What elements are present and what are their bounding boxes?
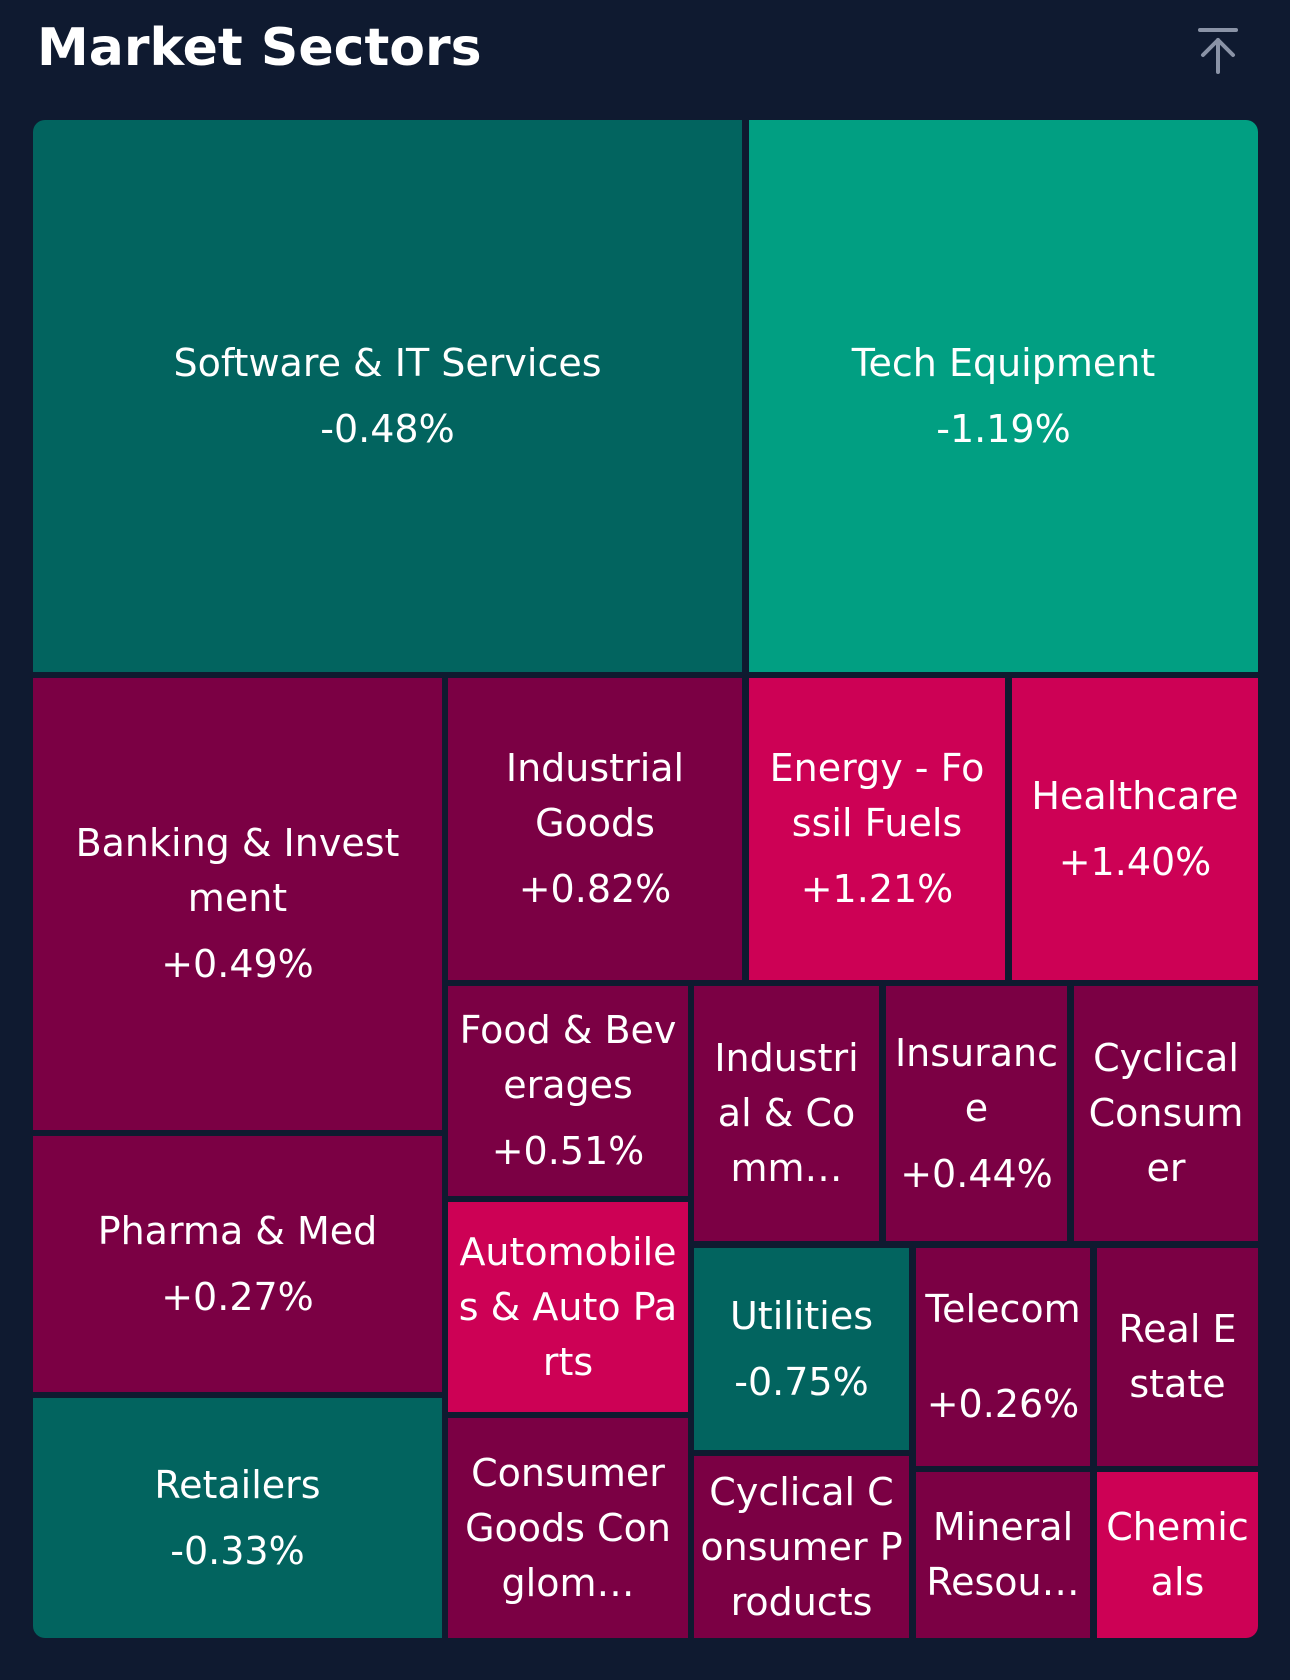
tile-tech-equipment[interactable]: Tech Equipment -1.19% xyxy=(749,120,1258,672)
tile-change: +0.26% xyxy=(926,1382,1080,1426)
tile-pharma-med[interactable]: Pharma & Med +0.27% xyxy=(33,1136,442,1392)
tile-healthcare[interactable]: Healthcare +1.40% xyxy=(1012,678,1258,980)
tile-consumer-goods-conglomerates[interactable]: Consumer Goods Conglom… xyxy=(448,1418,688,1638)
tile-label: Industrial Goods xyxy=(505,746,685,845)
tile-label: Retailers xyxy=(154,1462,321,1507)
tile-label: Mineral Resou… xyxy=(926,1505,1080,1604)
tile-change: -0.48% xyxy=(320,406,455,451)
tile-retailers[interactable]: Retailers -0.33% xyxy=(33,1398,442,1638)
tile-change: -0.75% xyxy=(734,1359,869,1404)
tile-label: Automobiles & Auto Parts xyxy=(458,1229,678,1384)
tile-label: Healthcare xyxy=(1031,773,1239,818)
tile-insurance[interactable]: Insurance +0.44% xyxy=(886,986,1067,1241)
tile-chemicals[interactable]: Chemicals xyxy=(1097,1472,1258,1638)
tile-label: Insurance xyxy=(894,1030,1059,1130)
tile-change: +1.40% xyxy=(1058,839,1212,884)
tile-change: +0.82% xyxy=(518,867,672,911)
tile-label: Software & IT Services xyxy=(173,340,602,385)
tile-change: -0.33% xyxy=(170,1528,305,1573)
tile-label: Industrial & Comm… xyxy=(714,1036,859,1190)
page-title: Market Sectors xyxy=(37,18,482,78)
tile-telecom[interactable]: Telecom +0.26% xyxy=(916,1248,1090,1466)
tile-automobiles-auto-parts[interactable]: Automobiles & Auto Parts xyxy=(448,1202,688,1412)
arrow-up-to-top-icon xyxy=(1198,28,1238,74)
tile-change: +0.44% xyxy=(900,1151,1053,1196)
tile-label: Chemicals xyxy=(1106,1505,1249,1604)
tile-label: Consumer Goods Conglom… xyxy=(465,1450,671,1605)
tile-label: Banking & Investment xyxy=(75,821,400,920)
tile-software-it-services[interactable]: Software & IT Services -0.48% xyxy=(33,120,742,672)
tile-label: Energy - Fossil Fuels xyxy=(769,746,985,845)
scroll-to-top-button[interactable] xyxy=(1192,22,1244,78)
tile-industrial-goods[interactable]: Industrial Goods +0.82% xyxy=(448,678,742,980)
tile-label: Food & Beverages xyxy=(459,1008,677,1107)
tile-real-estate[interactable]: Real Estate xyxy=(1097,1248,1258,1466)
header: Market Sectors xyxy=(0,0,1290,112)
tile-label: Cyclical Consumer Products xyxy=(700,1469,903,1624)
tile-change: -1.19% xyxy=(936,406,1071,451)
tile-utilities[interactable]: Utilities -0.75% xyxy=(694,1248,909,1450)
tile-label: Telecom xyxy=(925,1287,1081,1331)
tile-label: Tech Equipment xyxy=(851,340,1156,385)
tile-label: Utilities xyxy=(729,1293,874,1338)
tile-banking-investment[interactable]: Banking & Investment +0.49% xyxy=(33,678,442,1130)
tile-cyclical-consumer[interactable]: Cyclical Consumer xyxy=(1074,986,1258,1241)
tile-label: Real Estate xyxy=(1118,1307,1237,1406)
tile-change: +1.21% xyxy=(800,867,954,911)
tile-cyclical-consumer-products[interactable]: Cyclical Consumer Products xyxy=(694,1456,909,1638)
tile-change: +0.51% xyxy=(491,1129,645,1173)
tile-change: +0.49% xyxy=(161,942,314,986)
tile-food-beverages[interactable]: Food & Beverages +0.51% xyxy=(448,986,688,1196)
tile-mineral-resources[interactable]: Mineral Resou… xyxy=(916,1472,1090,1638)
tile-industrial-commercial[interactable]: Industrial & Comm… xyxy=(694,986,879,1241)
tile-change: +0.27% xyxy=(161,1274,314,1319)
sector-treemap: Software & IT Services -0.48% Tech Equip… xyxy=(33,120,1258,1638)
tile-energy-fossil-fuels[interactable]: Energy - Fossil Fuels +1.21% xyxy=(749,678,1005,980)
tile-label: Pharma & Med xyxy=(97,1208,378,1253)
tile-label: Cyclical Consumer xyxy=(1088,1036,1244,1190)
